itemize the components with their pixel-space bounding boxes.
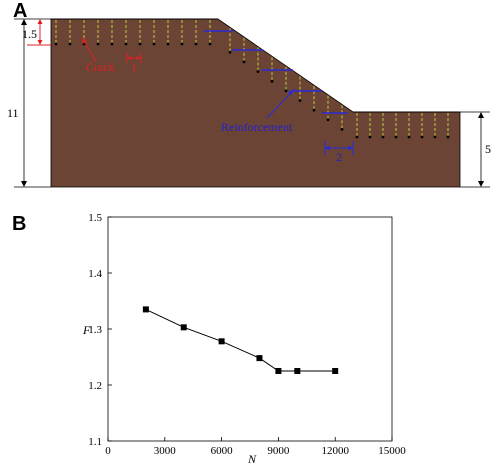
crack-pointer-arrowhead xyxy=(82,37,87,44)
crack-tip-marker xyxy=(166,42,170,46)
data-point-marker xyxy=(332,368,339,374)
crack-tip-marker xyxy=(446,135,450,139)
crack-tip-marker xyxy=(242,60,246,64)
crack-tip-marker xyxy=(152,42,156,46)
crack-group xyxy=(54,20,450,139)
crack-tip-marker xyxy=(138,42,142,46)
dimension-11-bg xyxy=(5,106,21,120)
data-point-marker xyxy=(218,338,225,345)
data-point-marker xyxy=(275,368,282,374)
data-point-marker xyxy=(294,368,301,374)
crack-tip-marker xyxy=(228,50,232,54)
chart-ticks: 0 3000 6000 9000 12000 15000 1.1 1.2 1.4 1.5 1.3 xyxy=(88,212,406,457)
chart-series xyxy=(142,306,339,374)
crack-tip-marker xyxy=(124,42,128,46)
panel-b-label: B xyxy=(12,213,26,235)
y-tick-label: 1.2 xyxy=(88,380,102,392)
reinforcement-group xyxy=(204,30,348,114)
chart-x-axis-title: N xyxy=(247,452,257,465)
crack-tip-marker xyxy=(394,135,398,139)
reinforcement-spacing-dimension xyxy=(324,141,354,155)
crack-tip-marker xyxy=(340,128,344,131)
crack-tip-marker xyxy=(381,135,385,139)
reinforcement-pointer-line xyxy=(266,90,294,119)
crack-tip-marker xyxy=(312,108,316,112)
crack-tip-marker xyxy=(180,42,184,46)
chart-plot-frame xyxy=(107,216,393,442)
safety-factor-chart: 0 3000 6000 9000 12000 15000 1.1 1.2 1.4 1.5 1.3 F… xyxy=(82,212,406,465)
x-tick-label: 15000 xyxy=(378,445,406,457)
reinforcement-pointer-arrowhead xyxy=(288,89,295,95)
crack-tip-marker xyxy=(256,70,260,73)
x-tick-label: 6000 xyxy=(211,445,234,457)
x-tick-label: 3000 xyxy=(154,445,177,457)
crack-spacing-dimension xyxy=(126,53,142,63)
crack-tip-marker xyxy=(407,135,411,139)
crack-tip-marker xyxy=(355,135,359,139)
crack-tip-marker xyxy=(194,42,198,46)
dimension-5-label: 5 xyxy=(485,142,491,156)
reinforcement-label: Reinforcement xyxy=(221,120,293,134)
crack-tip-marker xyxy=(284,89,288,93)
data-point-marker xyxy=(142,306,149,313)
crack-tip-marker xyxy=(208,42,212,46)
x-tick-label: 12000 xyxy=(321,445,349,457)
dimension-1-5 xyxy=(27,19,51,46)
crack-tip-marker xyxy=(433,135,437,139)
panel-a-label: A xyxy=(13,0,27,22)
chart-y-axis-title: F xyxy=(82,323,91,337)
x-tick-label: 9000 xyxy=(267,445,290,457)
crack-tip-marker xyxy=(368,135,372,139)
dimension-11-label: 11 xyxy=(7,106,19,120)
crack-tip-marker xyxy=(420,135,424,139)
crack-label: Crack xyxy=(86,60,115,74)
y-tick-label: 1.5 xyxy=(88,212,102,224)
y-tick-label: 1.1 xyxy=(88,436,102,448)
x-tick-label: 0 xyxy=(105,445,111,457)
data-point-marker xyxy=(256,355,263,362)
crack-tip-marker xyxy=(110,42,114,46)
series-line xyxy=(145,308,336,372)
y-tick-label: 1.4 xyxy=(88,268,102,280)
crack-tip-marker xyxy=(96,42,100,46)
crack-tip-marker xyxy=(326,118,330,122)
dimension-5 xyxy=(460,111,490,188)
data-point-marker xyxy=(180,324,187,331)
reinforcement-spacing-label: 2 xyxy=(336,150,342,164)
crack-tip-marker xyxy=(270,79,274,83)
crack-tip-marker xyxy=(54,42,58,46)
y-tick-label: 1.3 xyxy=(88,324,102,336)
crack-spacing-label: 1 xyxy=(131,60,137,74)
dimension-11 xyxy=(14,18,51,188)
crack-pointer-line xyxy=(82,38,97,63)
crack-tip-marker xyxy=(298,99,302,102)
crack-tip-marker xyxy=(68,42,72,46)
dimension-1-5-label: 1.5 xyxy=(22,27,37,41)
